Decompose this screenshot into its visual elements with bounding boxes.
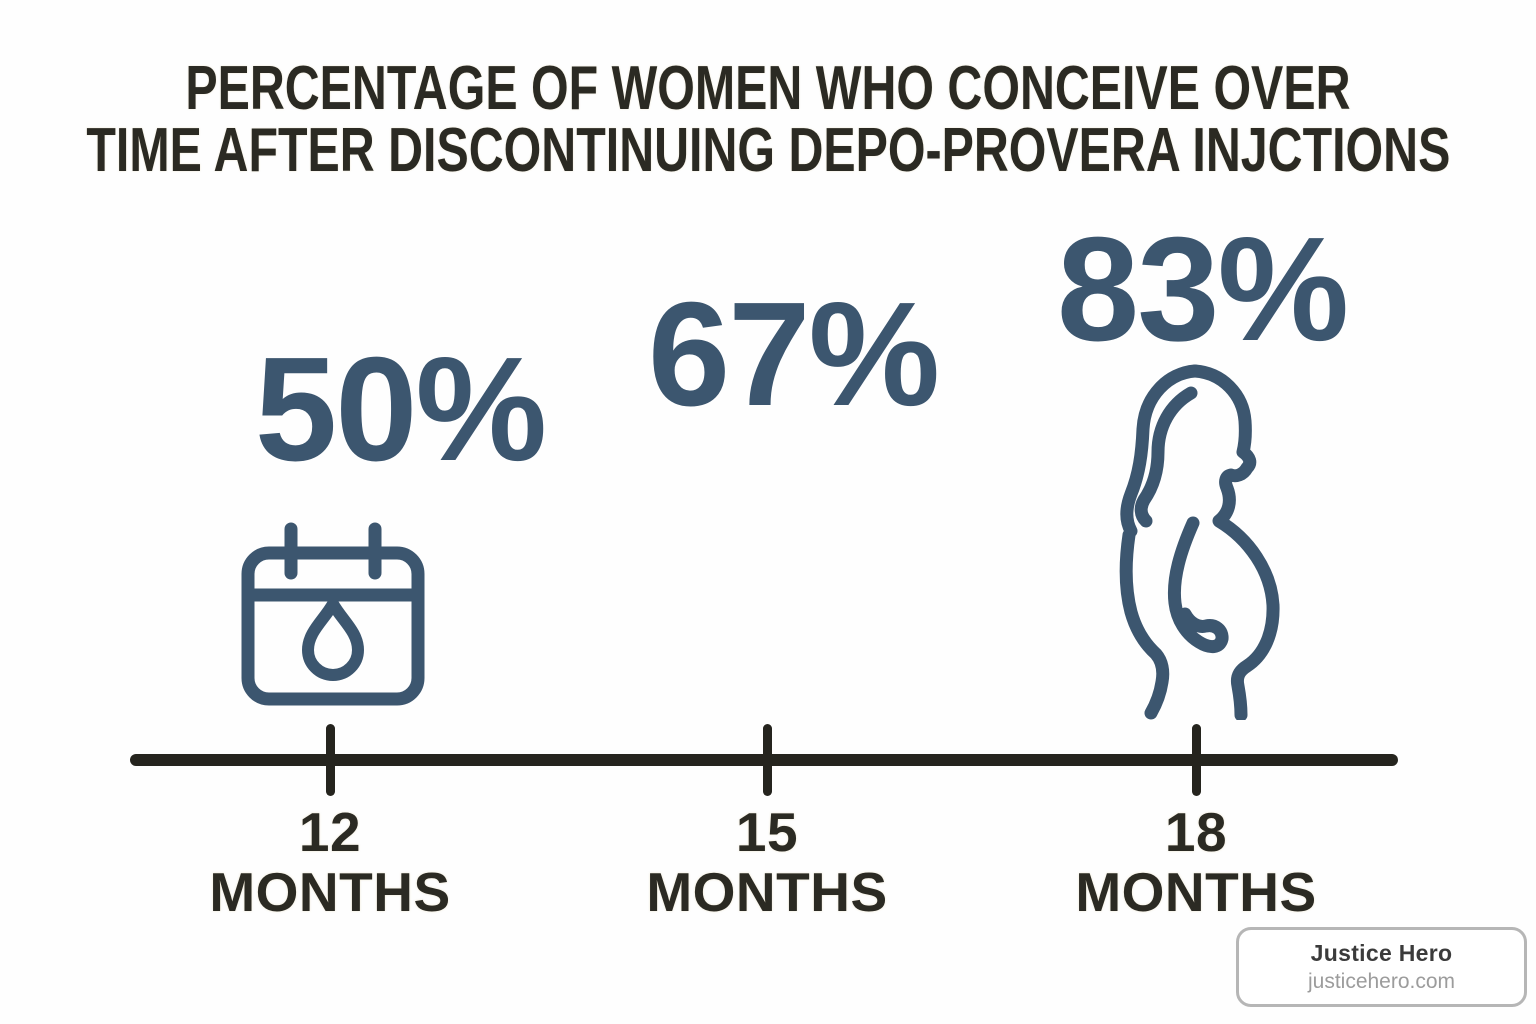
chart-title: PERCENTAGE OF WOMEN WHO CONCEIVE OVER TI…	[0, 58, 1536, 182]
value-label-18-months: 83%	[1056, 207, 1349, 372]
axis-label-number: 15	[735, 801, 799, 863]
timeline-tick-12-months	[326, 724, 335, 796]
axis-label-unit: MONTHS	[1075, 861, 1317, 923]
axis-label-12-months: 12 MONTHS	[160, 802, 500, 922]
axis-label-18-months: 18 MONTHS	[1026, 802, 1366, 922]
pregnant-woman-icon	[1119, 364, 1280, 720]
value-label-12-months: 50%	[254, 327, 547, 492]
chart-title-line-2: TIME AFTER DISCONTINUING DEPO-PROVERA IN…	[85, 116, 1451, 185]
calendar-menstruation-icon	[241, 522, 425, 706]
timeline-tick-18-months	[1192, 724, 1201, 796]
chart-title-line-1: PERCENTAGE OF WOMEN WHO CONCEIVE OVER	[185, 54, 1351, 123]
axis-label-15-months: 15 MONTHS	[597, 802, 937, 922]
brand-url: justicehero.com	[1307, 970, 1456, 993]
timeline-tick-15-months	[763, 724, 772, 796]
axis-label-number: 12	[298, 801, 362, 863]
brand-badge: Justice Hero justicehero.com	[1236, 927, 1527, 1007]
axis-label-unit: MONTHS	[646, 861, 888, 923]
value-label-15-months: 67%	[647, 272, 940, 437]
axis-label-unit: MONTHS	[209, 861, 451, 923]
axis-label-number: 18	[1164, 801, 1228, 863]
brand-name: Justice Hero	[1310, 940, 1453, 966]
